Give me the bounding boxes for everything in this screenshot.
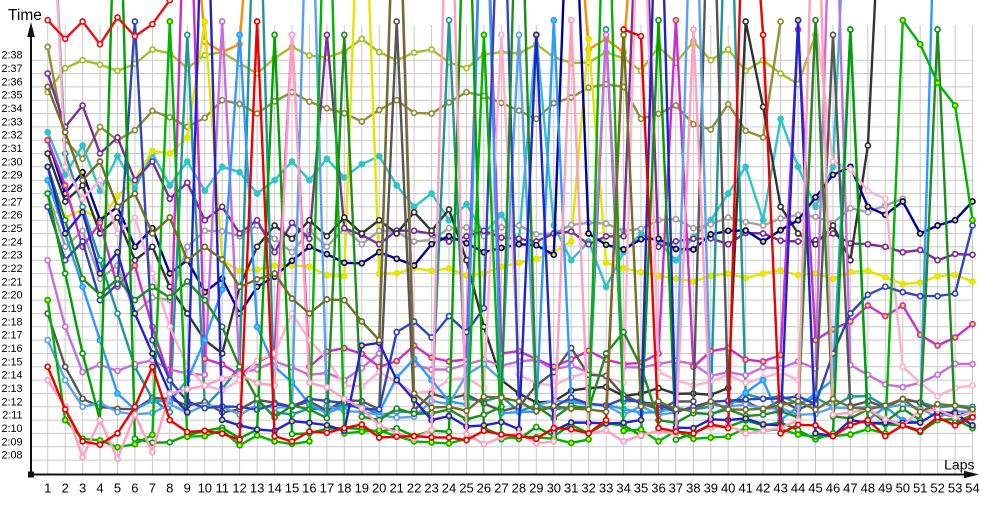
svg-text:34: 34	[616, 481, 630, 496]
svg-text:2:34: 2:34	[1, 103, 22, 115]
svg-text:47: 47	[843, 481, 857, 496]
svg-text:35: 35	[634, 481, 648, 496]
svg-text:7: 7	[149, 481, 156, 496]
svg-text:48: 48	[861, 481, 875, 496]
svg-text:2:09: 2:09	[1, 436, 22, 448]
svg-text:52: 52	[930, 481, 944, 496]
svg-text:23: 23	[424, 481, 438, 496]
svg-text:2:20: 2:20	[1, 290, 22, 302]
svg-text:17: 17	[320, 481, 334, 496]
svg-text:2:25: 2:25	[1, 223, 22, 235]
svg-text:50: 50	[896, 481, 910, 496]
svg-text:44: 44	[791, 481, 805, 496]
svg-text:31: 31	[564, 481, 578, 496]
svg-text:2:31: 2:31	[1, 143, 22, 155]
svg-text:27: 27	[494, 481, 508, 496]
svg-text:2:12: 2:12	[1, 396, 22, 408]
svg-text:41: 41	[738, 481, 752, 496]
svg-text:2:30: 2:30	[1, 156, 22, 168]
svg-text:6: 6	[131, 481, 138, 496]
svg-text:2:15: 2:15	[1, 356, 22, 368]
svg-text:2:37: 2:37	[1, 63, 22, 75]
svg-text:2:14: 2:14	[1, 370, 22, 382]
svg-text:2:32: 2:32	[1, 130, 22, 142]
svg-text:29: 29	[529, 481, 543, 496]
svg-text:8: 8	[166, 481, 173, 496]
svg-text:12: 12	[232, 481, 246, 496]
svg-text:2:22: 2:22	[1, 263, 22, 275]
svg-text:21: 21	[389, 481, 403, 496]
svg-text:49: 49	[878, 481, 892, 496]
svg-text:54: 54	[965, 481, 979, 496]
svg-text:19: 19	[355, 481, 369, 496]
svg-text:2:23: 2:23	[1, 250, 22, 262]
svg-text:33: 33	[599, 481, 613, 496]
svg-text:24: 24	[442, 481, 456, 496]
svg-text:Laps: Laps	[944, 457, 974, 473]
svg-text:2:08: 2:08	[1, 450, 22, 462]
svg-text:2:17: 2:17	[1, 330, 22, 342]
svg-text:28: 28	[512, 481, 526, 496]
svg-text:11: 11	[215, 481, 229, 496]
svg-text:2:13: 2:13	[1, 383, 22, 395]
svg-text:2:29: 2:29	[1, 170, 22, 182]
svg-text:42: 42	[756, 481, 770, 496]
svg-text:43: 43	[773, 481, 787, 496]
svg-text:15: 15	[285, 481, 299, 496]
svg-text:37: 37	[669, 481, 683, 496]
svg-text:Time: Time	[8, 7, 42, 24]
svg-text:46: 46	[826, 481, 840, 496]
svg-text:26: 26	[477, 481, 491, 496]
svg-text:2:26: 2:26	[1, 210, 22, 222]
svg-text:36: 36	[651, 481, 665, 496]
svg-text:2:10: 2:10	[1, 423, 22, 435]
svg-text:2:28: 2:28	[1, 183, 22, 195]
svg-text:18: 18	[337, 481, 351, 496]
svg-text:2:35: 2:35	[1, 90, 22, 102]
svg-text:20: 20	[372, 481, 386, 496]
svg-text:2:11: 2:11	[2, 410, 22, 422]
svg-text:2:27: 2:27	[1, 196, 22, 208]
svg-text:2:21: 2:21	[1, 276, 22, 288]
svg-text:4: 4	[96, 481, 103, 496]
svg-text:10: 10	[198, 481, 212, 496]
svg-text:16: 16	[302, 481, 316, 496]
svg-text:2:24: 2:24	[1, 236, 22, 248]
svg-text:13: 13	[250, 481, 264, 496]
svg-text:39: 39	[704, 481, 718, 496]
svg-text:53: 53	[948, 481, 962, 496]
svg-text:5: 5	[114, 481, 121, 496]
svg-text:38: 38	[686, 481, 700, 496]
svg-text:45: 45	[808, 481, 822, 496]
svg-text:2:18: 2:18	[1, 316, 22, 328]
svg-text:3: 3	[79, 481, 86, 496]
svg-text:9: 9	[184, 481, 191, 496]
svg-text:51: 51	[913, 481, 927, 496]
svg-text:1: 1	[44, 481, 51, 496]
svg-text:14: 14	[267, 481, 281, 496]
svg-text:2:19: 2:19	[1, 303, 22, 315]
svg-text:2:36: 2:36	[1, 76, 22, 88]
svg-text:2:33: 2:33	[1, 116, 22, 128]
svg-text:2:38: 2:38	[1, 50, 22, 62]
svg-text:40: 40	[721, 481, 735, 496]
svg-text:2:16: 2:16	[1, 343, 22, 355]
svg-text:30: 30	[547, 481, 561, 496]
svg-text:32: 32	[581, 481, 595, 496]
svg-text:25: 25	[459, 481, 473, 496]
svg-text:22: 22	[407, 481, 421, 496]
svg-text:2: 2	[62, 481, 69, 496]
